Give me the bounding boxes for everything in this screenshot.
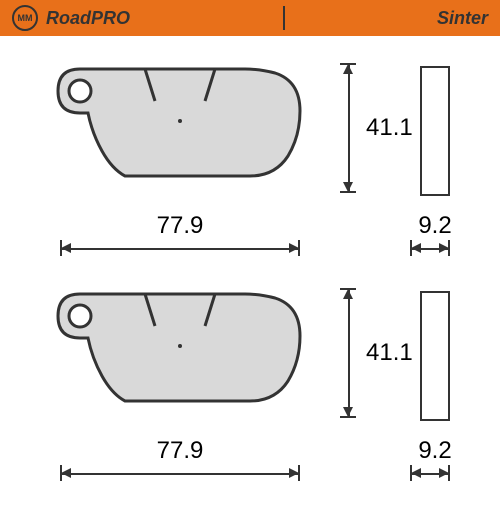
header-bar: MM RoadPRO Sinter <box>0 0 500 36</box>
brake-pad-icon <box>50 61 310 201</box>
width-dimension: 77.9 <box>60 437 300 481</box>
width-value: 77.9 <box>60 212 300 240</box>
dim-line-vertical <box>340 63 356 193</box>
height-dimension: 41.1 <box>340 283 413 423</box>
thickness-bar <box>420 66 450 196</box>
dim-line-horizontal <box>410 240 450 256</box>
thickness-dimension: 9.2 <box>410 437 460 481</box>
brake-pad-icon <box>50 286 310 426</box>
diagram-content: 41.1 77.9 9.2 <box>0 36 500 506</box>
product-name: RoadPRO <box>46 8 130 29</box>
height-value: 41.1 <box>366 114 413 142</box>
pad-section: 41.1 77.9 9.2 <box>20 271 480 481</box>
dim-line-vertical <box>340 288 356 418</box>
height-value: 41.1 <box>366 339 413 367</box>
header-divider <box>283 6 285 30</box>
height-dimension: 41.1 <box>340 58 413 198</box>
dim-line-horizontal <box>410 465 450 481</box>
width-value: 77.9 <box>60 437 300 465</box>
thickness-dimension: 9.2 <box>410 212 460 256</box>
thickness-value: 9.2 <box>410 212 460 240</box>
dim-line-horizontal <box>60 240 300 256</box>
pad-section: 41.1 77.9 9.2 <box>20 46 480 256</box>
header-left: MM RoadPRO <box>12 5 130 31</box>
thickness-value: 9.2 <box>410 437 460 465</box>
brand-logo-icon: MM <box>12 5 38 31</box>
variant-name: Sinter <box>437 8 488 29</box>
width-dimension: 77.9 <box>60 212 300 256</box>
dim-line-horizontal <box>60 465 300 481</box>
thickness-bar <box>420 291 450 421</box>
